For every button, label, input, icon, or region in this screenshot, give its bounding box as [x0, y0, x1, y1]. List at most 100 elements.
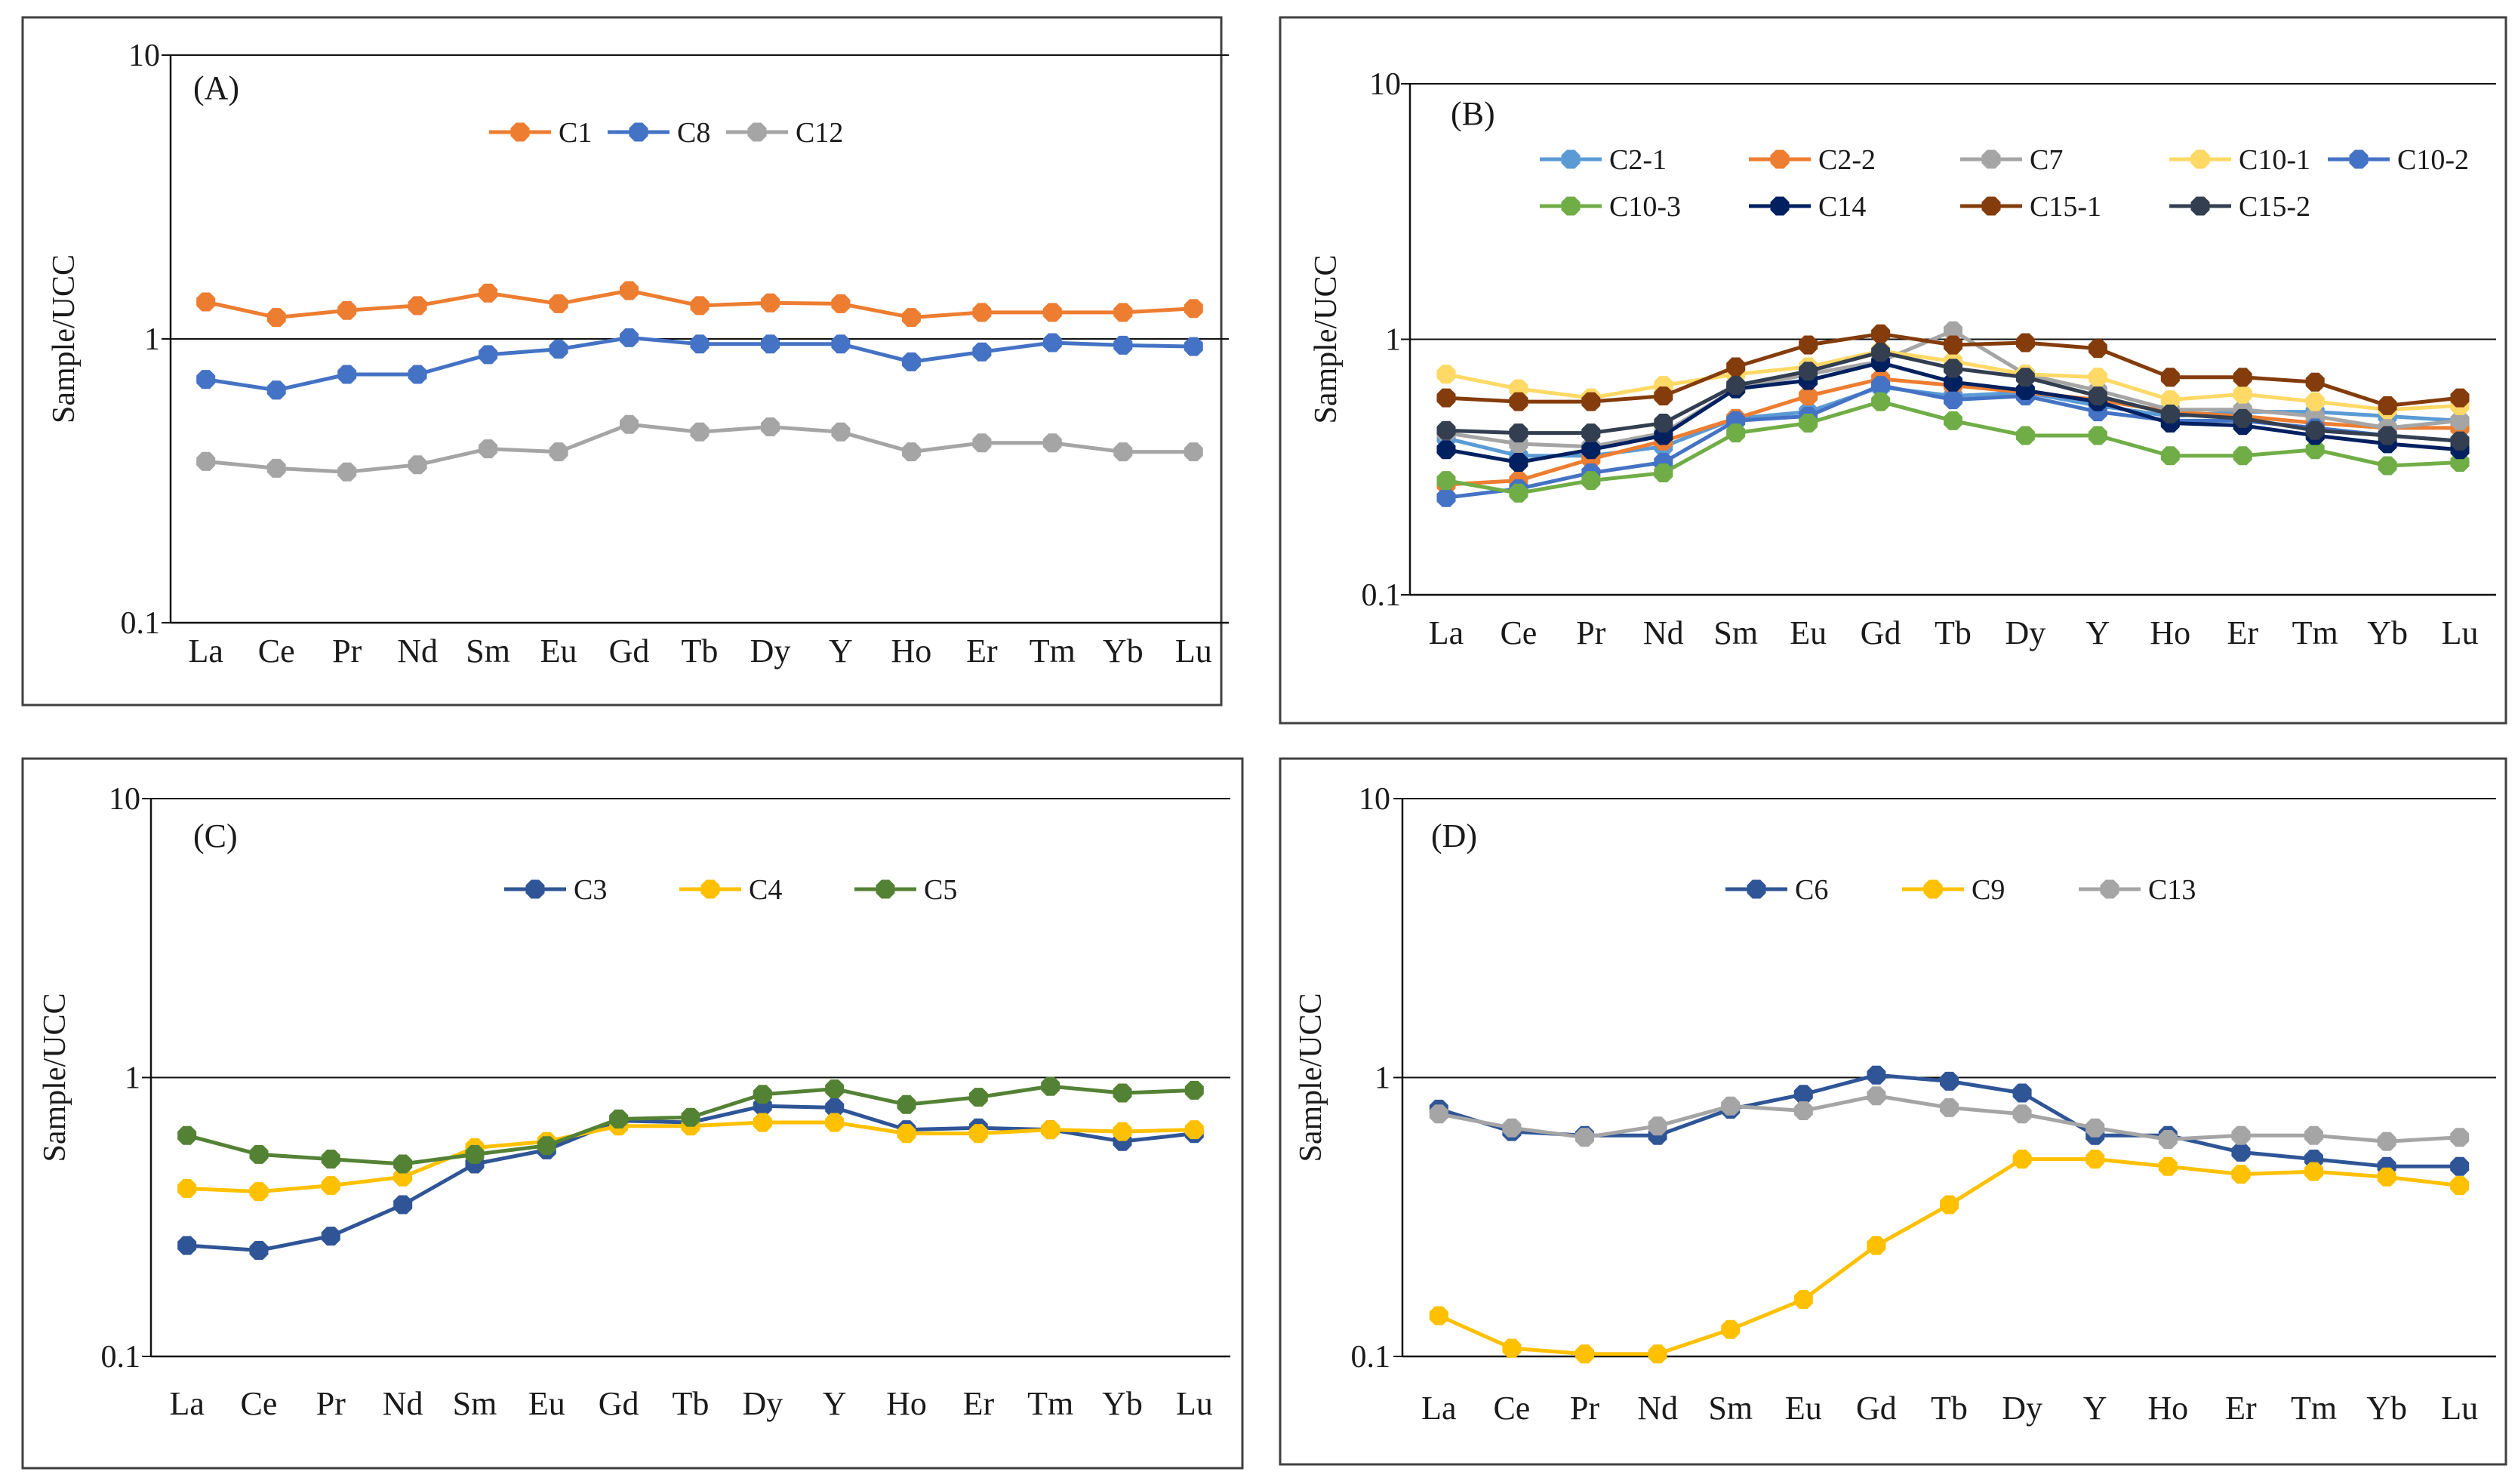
legend: C2-1 C2-2 C7 C10-1 C10-2 C10-3 C14 C15-1 C15-2 [1540, 144, 2469, 223]
data-point [1436, 365, 1456, 384]
data-point [1867, 1086, 1886, 1106]
data-point [1042, 303, 1062, 322]
data-point [2088, 386, 2107, 406]
legend: C3 C4 C5 [504, 874, 957, 906]
data-point [1113, 335, 1133, 355]
x-tick-label: Gd [1861, 614, 1901, 651]
data-point [1113, 1122, 1132, 1141]
data-point [337, 365, 357, 384]
data-point [321, 1227, 340, 1246]
data-point [2231, 1142, 2251, 1162]
data-point [1502, 1118, 1522, 1138]
data-point [408, 455, 427, 475]
data-point [2015, 426, 2035, 445]
data-point [1721, 1319, 1741, 1339]
data-point [2378, 456, 2397, 476]
x-tick-label: Nd [1637, 1390, 1678, 1427]
data-point [753, 1113, 772, 1132]
data-point [1654, 386, 1673, 406]
data-point [321, 1176, 340, 1196]
panel-label: (C) [193, 817, 238, 854]
data-point [2233, 446, 2252, 466]
data-point [2450, 431, 2470, 451]
legend-entry: C6 [1795, 874, 1828, 906]
legend-entry: C8 [677, 117, 710, 149]
x-tick-label: Dy [742, 1385, 783, 1422]
data-point [1944, 335, 1962, 355]
legend-swatch-marker [2349, 149, 2369, 169]
x-tick-label: Ce [1493, 1390, 1530, 1427]
data-point [761, 417, 780, 436]
data-point [2450, 388, 2470, 408]
x-tick-label: Pr [1570, 1390, 1599, 1427]
legend-entry: C10-2 [2397, 144, 2469, 176]
x-tick-label: Y [2083, 1390, 2107, 1427]
data-point [1648, 1344, 1667, 1364]
data-point [1940, 1071, 1959, 1091]
x-tick-label: Er [2227, 614, 2258, 651]
data-point [1509, 483, 1528, 503]
x-tick-label: Pr [316, 1385, 346, 1422]
series-c13 [1429, 1086, 2470, 1151]
data-point [1042, 433, 1062, 453]
series-c8 [196, 328, 1203, 400]
data-point [2305, 420, 2325, 440]
data-point [1502, 1338, 1522, 1358]
data-point [2450, 1176, 2470, 1196]
x-tick-label: Tb [682, 633, 719, 670]
panel-label: (A) [193, 69, 239, 106]
legend-swatch-marker [629, 122, 648, 142]
y-tick-label: 1 [1385, 323, 1401, 358]
x-tick-label: Yb [2366, 1390, 2407, 1427]
data-point [620, 414, 639, 434]
panel-d: 0.1 1 10 La Ce Pr Nd Sm Eu Gd Tb Dy Y Ho Er Tm Yb Lu Sampl… [1279, 757, 2507, 1466]
y-tick-label: 10 [109, 782, 140, 817]
x-tick-label: Tm [2291, 1390, 2337, 1427]
panel-frame [21, 757, 1244, 1470]
data-point [249, 1241, 269, 1260]
data-point [1940, 1195, 1959, 1215]
x-tick-label: Ho [2147, 1390, 2188, 1427]
data-point [2450, 1128, 2470, 1147]
series-c9 [1429, 1150, 2470, 1364]
y-tick-label: 0.1 [101, 1340, 141, 1375]
x-tick-label: Sm [453, 1385, 497, 1422]
x-tick-label: Ce [1500, 614, 1537, 651]
x-tick-label: Y [823, 1385, 847, 1422]
x-tick-label: Nd [383, 1385, 423, 1422]
data-point [2377, 1167, 2396, 1187]
data-point [897, 1124, 916, 1144]
y-axis-label: Sample/UCC [47, 254, 82, 423]
y-axis-label: Sample/UCC [38, 993, 72, 1162]
data-point [196, 451, 216, 471]
panel-a: 0.1 1 10 La Ce Pr Nd Sm Eu Gd Tb Dy Y Ho Er Tm Yb Lu Sampl… [21, 16, 1229, 707]
legend-swatch-marker [1923, 879, 1943, 899]
x-tick-label: La [1421, 1390, 1456, 1427]
data-point [1436, 471, 1456, 491]
data-point [620, 328, 639, 347]
data-point [690, 296, 710, 316]
legend-entry: C15-1 [2030, 191, 2101, 223]
data-point [761, 334, 780, 354]
legend-entry: C5 [924, 874, 957, 906]
data-point [1429, 1104, 1448, 1124]
data-point [479, 345, 498, 365]
x-tick-label: Eu [1785, 1390, 1822, 1427]
x-tick-label: Pr [332, 633, 362, 670]
legend-entry: C2-1 [1609, 144, 1667, 176]
x-tick-label: Er [966, 633, 998, 670]
series-c15-1 [1436, 324, 2470, 415]
x-tick-label: Dy [2002, 1390, 2042, 1427]
legend-swatch-marker [1981, 149, 2001, 169]
x-tick-label: La [189, 633, 223, 670]
data-point [761, 293, 780, 313]
panel-frame [1279, 757, 2507, 1466]
legend-entry: C10-3 [1609, 191, 1681, 223]
data-point [2088, 426, 2107, 445]
data-point [2305, 372, 2325, 392]
data-point [2086, 1150, 2105, 1169]
legend-swatch-marker [2190, 149, 2210, 169]
data-point [972, 303, 992, 322]
data-point [1509, 392, 1528, 411]
x-tick-label: La [1429, 614, 1464, 651]
